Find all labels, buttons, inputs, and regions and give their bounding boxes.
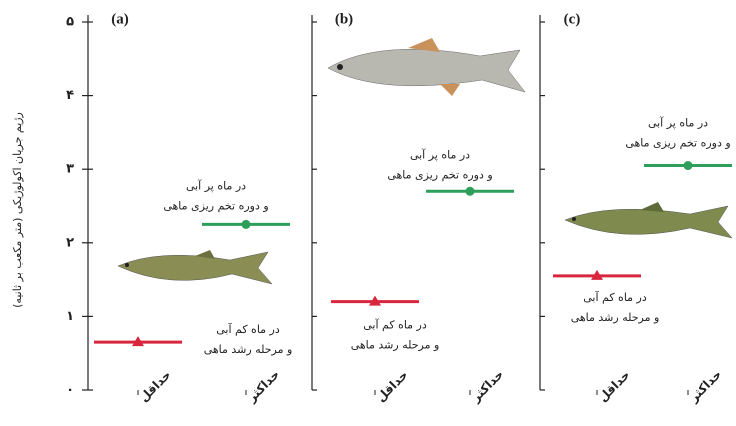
marker [241,219,251,229]
y-tick-label: ۳ [66,162,74,177]
marker [369,295,381,306]
x-tick-label: حداقل [374,368,411,405]
y-axis-label: رژیم جریان اکولوژیکی (متر مکعب بر ثانیه) [11,112,24,308]
fish-a [117,250,273,285]
x-tick-label: حداقل [596,368,633,405]
y-tick-label: ۲ [66,235,74,250]
annotation: در ماه پر آبی [410,147,470,161]
annotation: در ماه کم آبی [583,290,647,304]
annotation: و مرحله رشد ماهی [351,339,440,352]
y-tick-label: ۰ [66,383,74,398]
marker [132,336,144,347]
annotation: و مرحله رشد ماهی [571,311,660,324]
y-tick-label: ۴ [66,88,74,103]
annotation: و دوره تخم ریزی ماهی [625,137,730,150]
annotation: در ماه پر آبی [648,116,708,130]
panel-title: (a) [111,11,129,27]
x-tick-label: حداکثر [686,367,724,405]
x-tick-label: حداکثر [244,367,282,405]
marker [591,269,603,280]
panel-title: (c) [564,11,581,27]
x-tick-label: حداکثر [468,367,506,405]
annotation: و دوره تخم ریزی ماهی [387,168,492,181]
annotation: در ماه پر آبی [186,178,246,192]
panel-title: (b) [335,11,353,27]
fish-c [564,202,733,239]
marker [465,186,475,196]
fish-b [327,38,526,96]
y-tick-label: ۱ [66,309,74,324]
y-tick-label: ۵ [66,15,74,30]
x-tick-label: حداقل [137,368,174,405]
annotation: در ماه کم آبی [216,322,280,336]
marker [683,161,693,171]
annotation: در ماه کم آبی [363,318,427,332]
annotation: و مرحله رشد ماهی [204,343,293,356]
annotation: و دوره تخم ریزی ماهی [163,199,268,212]
